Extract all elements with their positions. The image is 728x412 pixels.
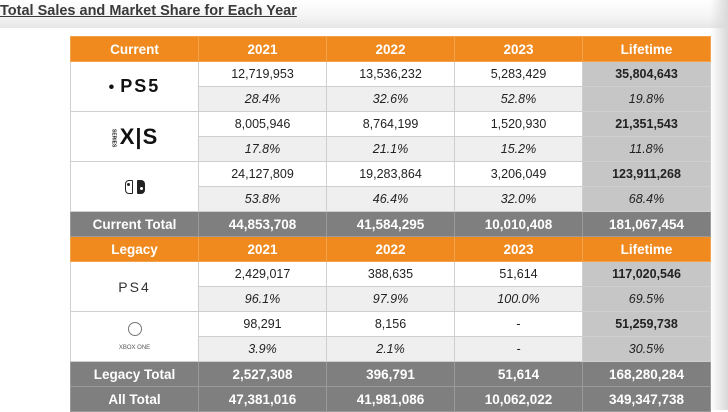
xbox-icon bbox=[127, 321, 142, 336]
header-cell: 2023 bbox=[454, 36, 583, 62]
table-row: XBOX ONE 98,291 8,156 - 51,259,738 bbox=[70, 311, 711, 362]
share-cell: - bbox=[454, 336, 583, 362]
xbox-series-logo-text: X|S bbox=[119, 123, 159, 149]
table-row: • PS5 12,719,953 13,536,232 5,283,429 35,… bbox=[70, 61, 711, 112]
total-cell: 51,614 bbox=[454, 361, 583, 387]
top-bar bbox=[0, 0, 728, 28]
share-cell: 21.1% bbox=[326, 136, 455, 162]
share-cell: 53.8% bbox=[198, 186, 327, 212]
share-cell: 32.6% bbox=[326, 86, 455, 112]
total-cell: 2,527,308 bbox=[198, 361, 327, 387]
lifetime-share-cell: 19.8% bbox=[582, 86, 711, 112]
table-row: 24,127,809 19,283,864 3,206,049 123,911,… bbox=[70, 161, 711, 212]
header-cell: Current bbox=[70, 36, 199, 62]
table-row: SERIES X|S 8,005,946 8,764,199 1,520,930 … bbox=[70, 111, 711, 162]
current-header-row: Current 2021 2022 2023 Lifetime bbox=[70, 36, 711, 62]
header-cell: 2022 bbox=[326, 36, 455, 62]
sales-cell: 1,520,930 bbox=[454, 111, 583, 137]
sales-cell: 12,719,953 bbox=[198, 61, 327, 87]
current-total-row: Current Total 44,853,708 41,584,295 10,0… bbox=[70, 211, 711, 237]
sales-cell: 8,005,946 bbox=[198, 111, 327, 137]
ps4-logo: PS4 bbox=[70, 261, 199, 312]
share-cell: 32.0% bbox=[454, 186, 583, 212]
header-cell: 2021 bbox=[198, 36, 327, 62]
sales-cell: 8,156 bbox=[326, 311, 455, 337]
total-cell: 396,791 bbox=[326, 361, 455, 387]
sales-cell: 2,429,017 bbox=[198, 261, 327, 287]
total-cell: 41,981,086 bbox=[326, 386, 455, 412]
share-cell: 3.9% bbox=[198, 336, 327, 362]
xbox-one-logo-text: XBOX ONE bbox=[118, 344, 151, 351]
lifetime-share-cell: 69.5% bbox=[582, 286, 711, 312]
total-label: Legacy Total bbox=[70, 361, 199, 387]
sales-cell: 5,283,429 bbox=[454, 61, 583, 87]
lifetime-cell: 51,259,738 bbox=[582, 311, 711, 337]
sales-cell: 3,206,049 bbox=[454, 161, 583, 187]
page-title[interactable]: Total Sales and Market Share for Each Ye… bbox=[0, 3, 297, 19]
header-cell: Lifetime bbox=[582, 236, 711, 262]
lifetime-share-cell: 30.5% bbox=[582, 336, 711, 362]
sales-cell: 51,614 bbox=[454, 261, 583, 287]
sales-cell: 98,291 bbox=[198, 311, 327, 337]
sales-cell: 8,764,199 bbox=[326, 111, 455, 137]
table-row: 3.9% 2.1% - 30.5% bbox=[71, 336, 711, 362]
lifetime-share-cell: 11.8% bbox=[582, 136, 711, 162]
nintendo-switch-logo bbox=[70, 161, 199, 212]
ps5-logo: • PS5 bbox=[70, 61, 199, 112]
share-cell: 17.8% bbox=[198, 136, 327, 162]
header-cell: 2022 bbox=[326, 236, 455, 262]
sales-cell: 24,127,809 bbox=[198, 161, 327, 187]
sales-cell: 388,635 bbox=[326, 261, 455, 287]
legacy-header-row: Legacy 2021 2022 2023 Lifetime bbox=[70, 236, 711, 262]
total-cell: 349,347,738 bbox=[582, 386, 711, 412]
total-cell: 181,067,454 bbox=[582, 211, 711, 237]
table-row: 96.1% 97.9% 100.0% 69.5% bbox=[71, 286, 711, 312]
share-cell: 15.2% bbox=[454, 136, 583, 162]
total-cell: 47,381,016 bbox=[198, 386, 327, 412]
total-cell: 168,280,284 bbox=[582, 361, 711, 387]
table-row: 53.8% 46.4% 32.0% 68.4% bbox=[71, 186, 711, 212]
share-cell: 28.4% bbox=[198, 86, 327, 112]
table-row: 28.4% 32.6% 52.8% 19.8% bbox=[71, 86, 711, 112]
xbox-series-side-text: SERIES bbox=[110, 128, 117, 147]
ps5-logo-text: PS5 bbox=[120, 76, 161, 96]
sales-cell: - bbox=[454, 311, 583, 337]
total-cell: 44,853,708 bbox=[198, 211, 327, 237]
all-total-row: All Total 47,381,016 41,981,086 10,062,0… bbox=[70, 386, 711, 412]
table-row: 17.8% 21.1% 15.2% 11.8% bbox=[71, 136, 711, 162]
share-cell: 46.4% bbox=[326, 186, 455, 212]
ps4-logo-text: PS4 bbox=[118, 278, 151, 295]
share-cell: 96.1% bbox=[198, 286, 327, 312]
share-cell: 97.9% bbox=[326, 286, 455, 312]
lifetime-cell: 123,911,268 bbox=[582, 161, 711, 187]
share-cell: 100.0% bbox=[454, 286, 583, 312]
right-edge-shade bbox=[710, 0, 728, 410]
xbox-series-logo: SERIES X|S bbox=[70, 111, 199, 162]
lifetime-share-cell: 68.4% bbox=[582, 186, 711, 212]
total-cell: 10,010,408 bbox=[454, 211, 583, 237]
sales-cell: 13,536,232 bbox=[326, 61, 455, 87]
header-cell: 2021 bbox=[198, 236, 327, 262]
share-cell: 52.8% bbox=[454, 86, 583, 112]
total-cell: 10,062,022 bbox=[454, 386, 583, 412]
legacy-total-row: Legacy Total 2,527,308 396,791 51,614 16… bbox=[70, 361, 711, 387]
total-label: All Total bbox=[70, 386, 199, 412]
xbox-one-logo: XBOX ONE bbox=[70, 311, 199, 362]
lifetime-cell: 117,020,546 bbox=[582, 261, 711, 287]
lifetime-cell: 35,804,643 bbox=[582, 61, 711, 87]
switch-icon bbox=[124, 179, 145, 194]
total-cell: 41,584,295 bbox=[326, 211, 455, 237]
header-cell: 2023 bbox=[454, 236, 583, 262]
table-row: PS4 2,429,017 388,635 51,614 117,020,546 bbox=[70, 261, 711, 312]
header-cell: Lifetime bbox=[582, 36, 711, 62]
lifetime-cell: 21,351,543 bbox=[582, 111, 711, 137]
total-label: Current Total bbox=[70, 211, 199, 237]
header-cell: Legacy bbox=[70, 236, 199, 262]
sales-table: Current 2021 2022 2023 Lifetime • PS5 12,… bbox=[70, 36, 711, 412]
share-cell: 2.1% bbox=[326, 336, 455, 362]
sales-cell: 19,283,864 bbox=[326, 161, 455, 187]
